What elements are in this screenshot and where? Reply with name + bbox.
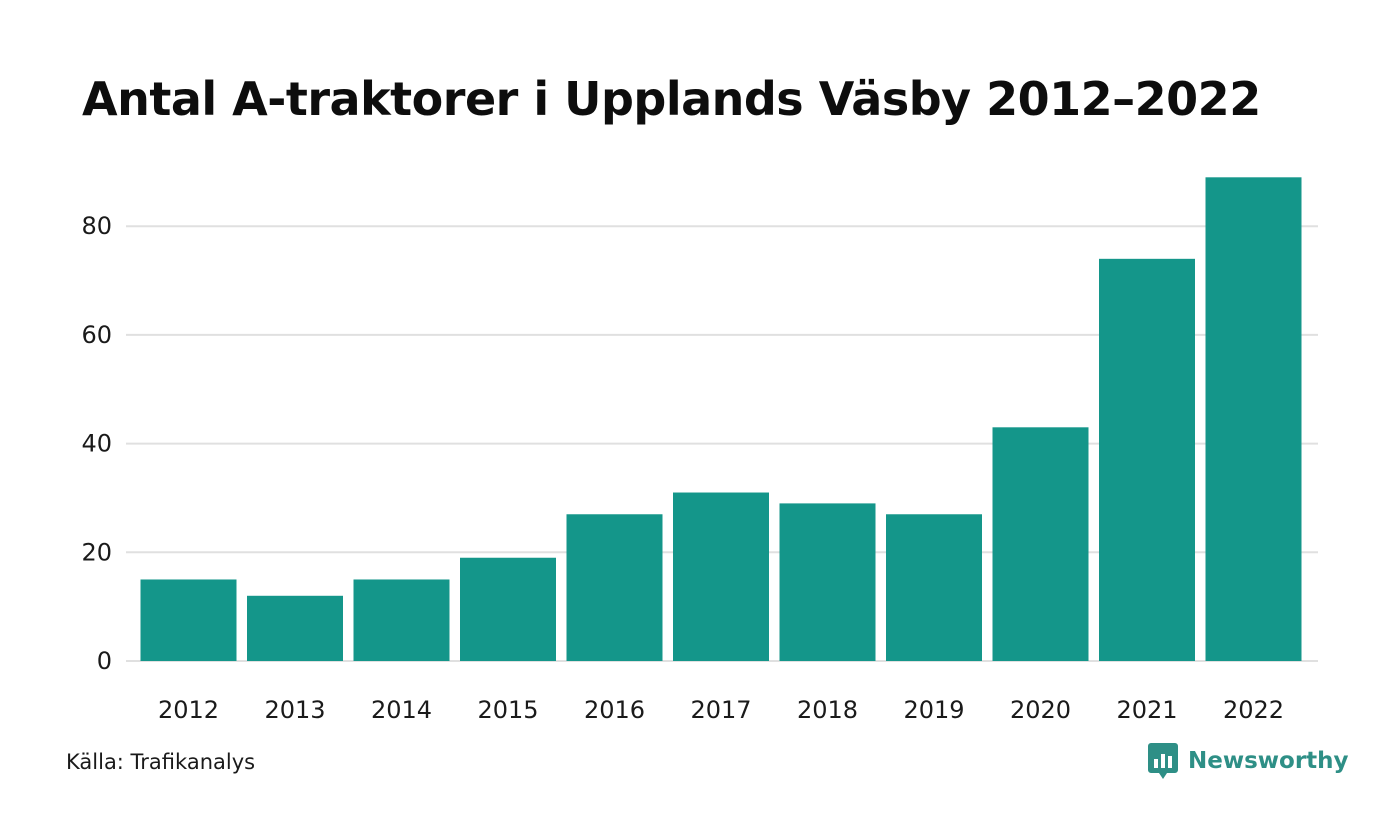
bar-2016: [566, 514, 663, 661]
x-tick-label: 2022: [1223, 696, 1284, 724]
x-axis-ticks: 2012 2013 2014 2015 2016 2017 2018 2019 2020 2021…: [158, 696, 1284, 724]
bar-2017: [673, 492, 769, 661]
bar-2015: [460, 557, 556, 661]
bar-2020: [992, 427, 1089, 661]
y-axis-ticks: 0 20 40 60 80: [81, 212, 112, 675]
x-tick-label: 2019: [903, 696, 964, 724]
x-tick-label: 2012: [158, 696, 219, 724]
x-tick-label: 2014: [371, 696, 432, 724]
source-note: Källa: Trafikanalys: [66, 750, 256, 774]
chart-title: Antal A-traktorer i Upplands Väsby 2012–…: [82, 72, 1261, 126]
bar-2019: [886, 514, 982, 661]
y-tick-label: 0: [97, 647, 112, 675]
x-tick-label: 2015: [477, 696, 538, 724]
x-tick-label: 2013: [264, 696, 325, 724]
y-tick-label: 60: [81, 321, 112, 349]
brand-logo[interactable]: Newsworthy: [1148, 743, 1349, 779]
y-tick-label: 80: [81, 212, 112, 240]
bar-2013: [247, 595, 343, 661]
x-tick-label: 2017: [690, 696, 751, 724]
x-tick-label: 2016: [584, 696, 645, 724]
newsworthy-logo-icon: [1148, 743, 1178, 779]
bar-2021: [1099, 258, 1195, 661]
x-tick-label: 2018: [797, 696, 858, 724]
bar-2014: [353, 579, 450, 661]
x-tick-label: 2021: [1116, 696, 1177, 724]
x-tick-label: 2020: [1010, 696, 1071, 724]
y-tick-label: 40: [81, 430, 112, 458]
bars: [140, 177, 1302, 661]
brand-name: Newsworthy: [1188, 748, 1349, 774]
bar-2012: [140, 579, 237, 661]
bar-2022: [1205, 177, 1302, 661]
y-tick-label: 20: [81, 538, 112, 566]
bar-2018: [779, 503, 876, 661]
